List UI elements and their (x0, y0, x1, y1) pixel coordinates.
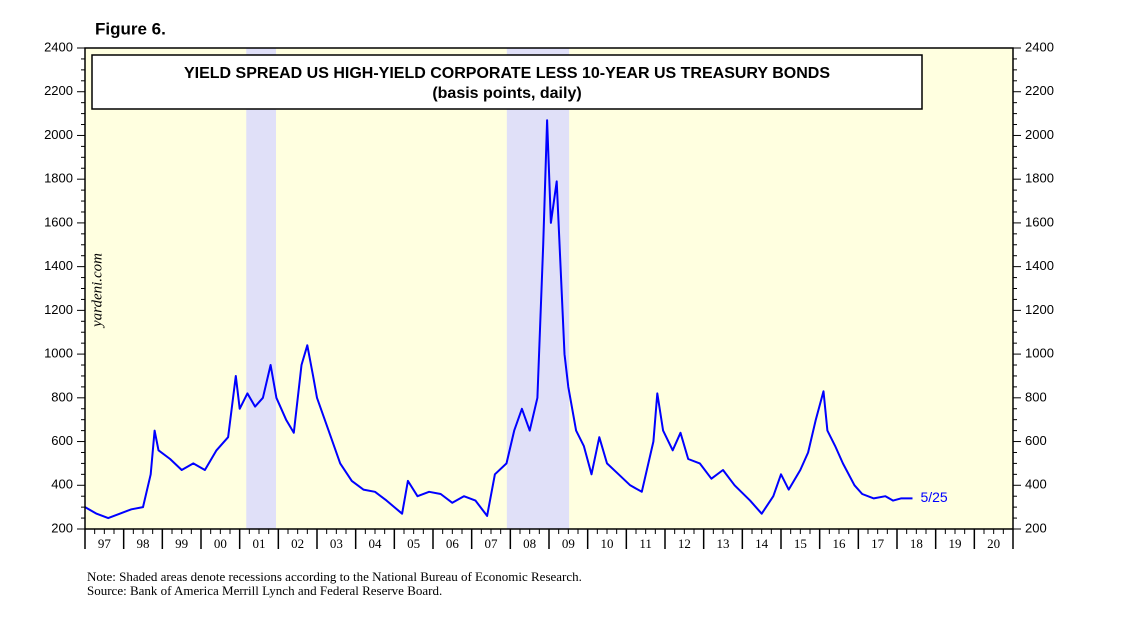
y-tick-label: 1200 (44, 302, 73, 317)
x-tick-label: 97 (98, 536, 112, 551)
y-tick-label: 600 (51, 433, 73, 448)
x-tick-label: 14 (755, 536, 769, 551)
x-tick-label: 07 (485, 536, 499, 551)
x-tick-label: 02 (291, 536, 304, 551)
y2-tick-label: 1600 (1025, 214, 1054, 229)
recession-band (506, 48, 570, 529)
plot-frame (84, 47, 1014, 530)
x-tick-label: 98 (137, 536, 150, 551)
note: Note: Shaded areas denote recessions acc… (87, 569, 582, 584)
y2-tick-label: 400 (1025, 477, 1047, 492)
y-tick-label: 200 (51, 520, 73, 535)
y-tick-label: 1800 (44, 171, 73, 186)
x-tick-label: 06 (446, 536, 460, 551)
y2-tick-label: 200 (1025, 520, 1047, 535)
y2-tick-label: 1200 (1025, 302, 1054, 317)
recession-band (246, 48, 277, 529)
y2-tick-label: 2400 (1025, 39, 1054, 54)
x-tick-label: 01 (253, 536, 266, 551)
x-tick-label: 08 (523, 536, 536, 551)
y-tick-label: 1000 (44, 346, 73, 361)
y-tick-label: 2400 (44, 39, 73, 54)
x-tick-label: 17 (871, 536, 885, 551)
x-tick-label: 10 (601, 536, 614, 551)
x-tick-label: 15 (794, 536, 807, 551)
x-tick-label: 13 (717, 536, 730, 551)
series-line (84, 119, 913, 520)
x-tick-label: 09 (562, 536, 575, 551)
title-box (91, 54, 923, 110)
chart-subtitle: (basis points, daily) (432, 85, 581, 102)
y2-tick-label: 1800 (1025, 171, 1054, 186)
y-tick-label: 1400 (44, 258, 73, 273)
x-tick-label: 03 (330, 536, 343, 551)
source: Source: Bank of America Merrill Lynch an… (87, 583, 442, 598)
x-tick-label: 19 (949, 536, 962, 551)
x-tick-label: 00 (214, 536, 227, 551)
y2-tick-label: 2200 (1025, 83, 1054, 98)
x-tick-label: 04 (369, 536, 383, 551)
x-tick-label: 18 (910, 536, 923, 551)
figure-label: Figure 6. (95, 19, 166, 38)
y-tick-label: 800 (51, 389, 73, 404)
x-tick-label: 05 (407, 536, 420, 551)
y2-tick-label: 600 (1025, 433, 1047, 448)
y2-tick-label: 1400 (1025, 258, 1054, 273)
y-tick-label: 1600 (44, 214, 73, 229)
x-tick-label: 12 (678, 536, 691, 551)
y-tick-label: 400 (51, 477, 73, 492)
y2-tick-label: 2000 (1025, 127, 1054, 142)
end-annotation: 5/25 (920, 489, 947, 505)
y-tick-label: 2200 (44, 83, 73, 98)
x-tick-label: 99 (175, 536, 188, 551)
y2-tick-label: 1000 (1025, 346, 1054, 361)
chart-title: YIELD SPREAD US HIGH-YIELD CORPORATE LES… (184, 65, 830, 82)
y2-tick-label: 800 (1025, 389, 1047, 404)
x-tick-label: 11 (639, 536, 652, 551)
x-tick-label: 20 (987, 536, 1000, 551)
y-tick-label: 2000 (44, 127, 73, 142)
watermark: yardeni.com (89, 253, 105, 329)
x-tick-label: 16 (833, 536, 847, 551)
